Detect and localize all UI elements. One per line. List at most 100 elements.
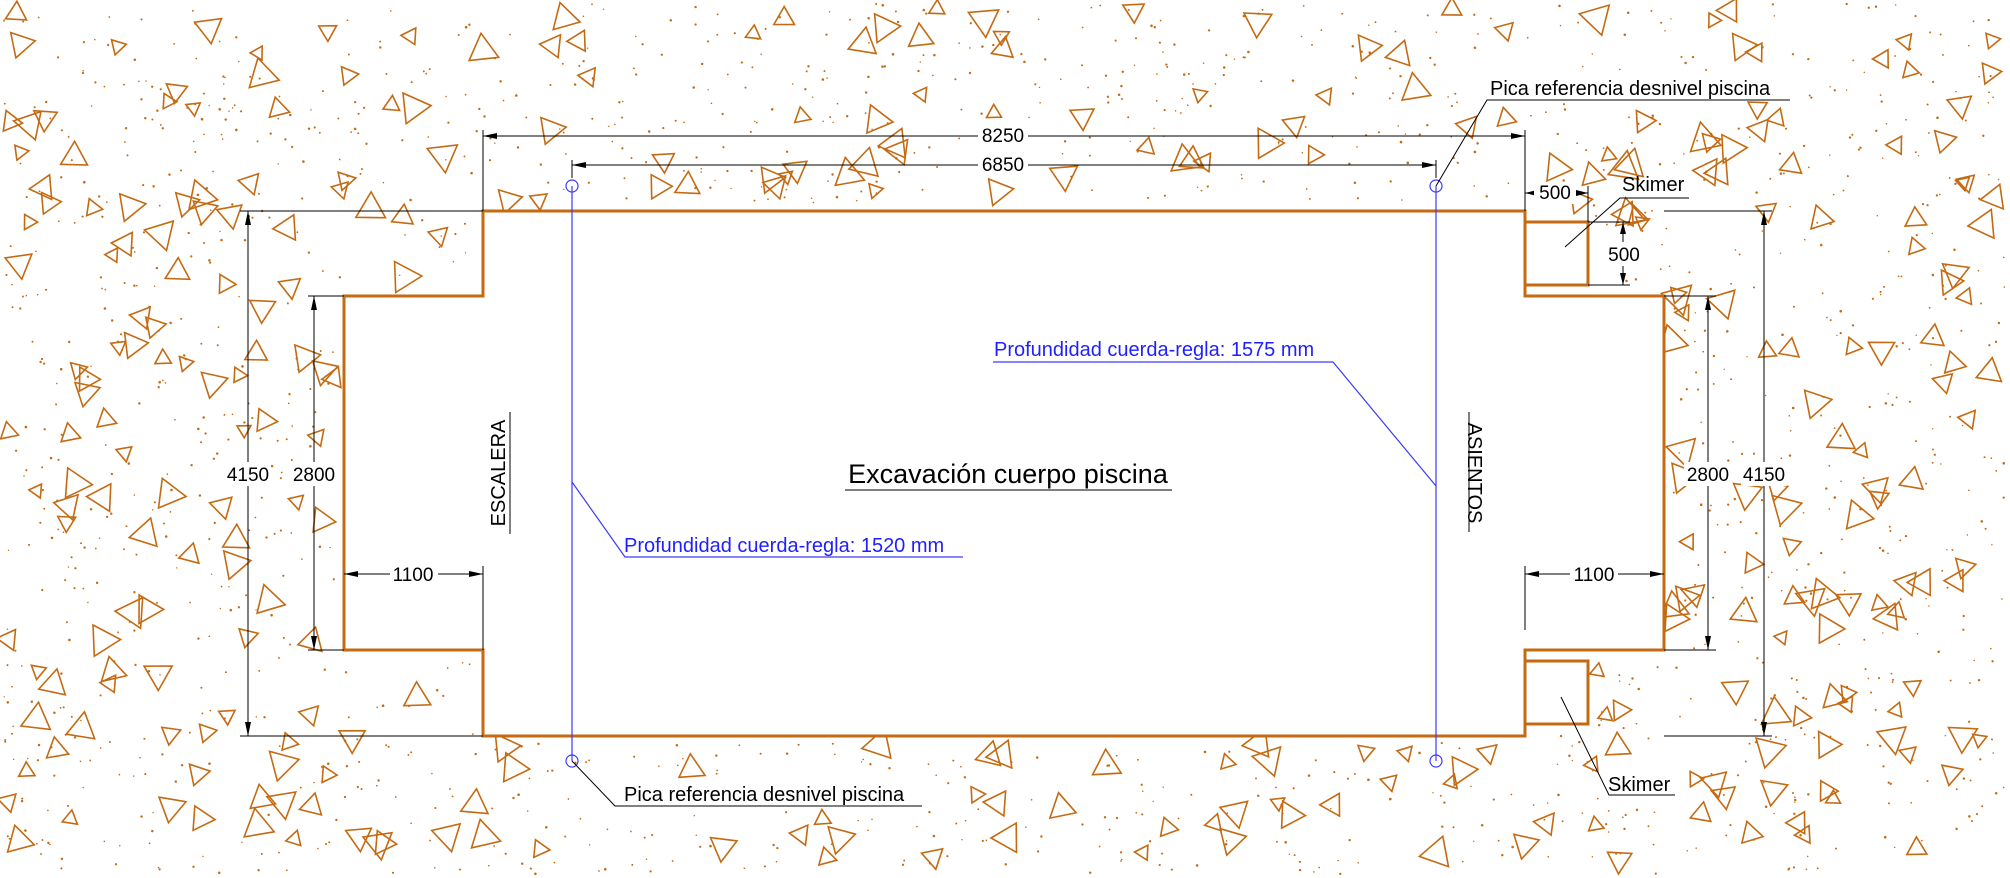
- soil-hatch-dot: [41, 466, 44, 469]
- soil-hatch-dot: [871, 128, 873, 130]
- soil-hatch-dot: [1926, 779, 1929, 783]
- soil-hatch-dot: [1137, 758, 1139, 761]
- soil-hatch-dot: [1443, 801, 1446, 804]
- soil-hatch-dot: [123, 548, 126, 551]
- soil-hatch-dot: [740, 61, 743, 64]
- soil-hatch-dot: [125, 525, 128, 528]
- soil-hatch-dot: [1141, 790, 1144, 793]
- soil-hatch-dot: [1247, 50, 1250, 54]
- soil-hatch-dot: [224, 118, 227, 121]
- soil-hatch-triangle: [271, 213, 297, 242]
- soil-hatch-dot: [25, 196, 28, 199]
- soil-hatch-triangle: [760, 165, 788, 195]
- soil-hatch-dot: [1591, 53, 1594, 55]
- soil-hatch-dot: [197, 637, 200, 640]
- soil-hatch-dot: [1507, 182, 1510, 184]
- soil-hatch-dot: [1562, 179, 1565, 182]
- soil-hatch-triangle: [1728, 595, 1759, 623]
- soil-hatch-dot: [50, 536, 54, 540]
- soil-hatch-triangle: [793, 105, 813, 124]
- soil-hatch-dot: [1910, 801, 1913, 804]
- soil-hatch-dot: [932, 74, 934, 77]
- soil-hatch-dot: [1997, 321, 2001, 325]
- soil-hatch-dot: [755, 121, 758, 124]
- soil-hatch-dot: [251, 216, 254, 219]
- soil-hatch-dot: [700, 62, 704, 66]
- soil-hatch-dot: [464, 252, 467, 254]
- soil-hatch-dot: [1862, 477, 1865, 479]
- soil-hatch-dot: [156, 601, 158, 604]
- soil-hatch-dot: [1233, 58, 1236, 60]
- soil-hatch-triangle: [1905, 567, 1932, 597]
- soil-hatch-dot: [68, 638, 71, 642]
- soil-hatch-dot: [105, 201, 108, 203]
- soil-hatch-dot: [1887, 802, 1890, 805]
- soil-hatch-dot: [1795, 679, 1798, 681]
- soil-hatch-dot: [36, 759, 40, 762]
- soil-hatch-triangle: [985, 102, 1003, 119]
- soil-hatch-dot: [1962, 628, 1965, 631]
- soil-hatch-dot: [669, 19, 673, 22]
- soil-hatch-dot: [33, 106, 36, 109]
- soil-hatch-dot: [118, 773, 121, 776]
- soil-hatch-triangle: [1191, 87, 1210, 105]
- seats-label: ASIENTOS: [1463, 423, 1485, 524]
- soil-hatch-dot: [212, 170, 214, 173]
- soil-hatch-dot: [1729, 824, 1732, 827]
- soil-hatch-dot: [1984, 527, 1987, 530]
- soil-hatch-dot: [1936, 116, 1939, 120]
- soil-hatch-dot: [434, 867, 436, 869]
- soil-hatch-dot: [864, 112, 867, 115]
- soil-hatch-dot: [44, 288, 48, 291]
- soil-hatch-dot: [1563, 108, 1567, 111]
- soil-hatch-dot: [779, 180, 782, 182]
- soil-hatch-dot: [493, 845, 496, 847]
- soil-hatch-dot: [461, 662, 464, 664]
- soil-hatch-dot: [101, 287, 103, 290]
- soil-hatch-triangle: [576, 66, 597, 89]
- soil-hatch-dot: [19, 307, 22, 310]
- soil-hatch-dot: [220, 585, 223, 588]
- soil-hatch-dot: [321, 90, 324, 93]
- soil-hatch-triangle: [144, 316, 168, 340]
- soil-hatch-triangle: [927, 0, 947, 15]
- soil-hatch-dot: [434, 806, 437, 810]
- soil-hatch-dot: [578, 64, 581, 67]
- soil-hatch-triangle: [2, 109, 25, 133]
- soil-hatch-triangle: [69, 361, 90, 382]
- soil-hatch-dot: [933, 53, 936, 57]
- soil-hatch-dot: [123, 281, 126, 285]
- soil-hatch-dot: [1043, 58, 1047, 61]
- soil-hatch-triangle: [37, 667, 67, 696]
- soil-hatch-triangle: [1307, 144, 1326, 166]
- soil-hatch-dot: [168, 173, 171, 176]
- soil-hatch-dot: [251, 417, 254, 420]
- soil-hatch-dot: [258, 77, 261, 80]
- soil-hatch-dot: [710, 102, 713, 105]
- soil-hatch-dot: [631, 863, 634, 866]
- soil-hatch-dot: [36, 842, 38, 845]
- soil-hatch-dot: [133, 251, 136, 253]
- soil-hatch-dot: [1683, 329, 1686, 332]
- soil-hatch-triangle: [813, 807, 833, 826]
- soil-hatch-dot: [142, 184, 145, 187]
- soil-hatch-dot: [509, 33, 511, 36]
- soil-hatch-dot: [313, 781, 315, 784]
- soil-hatch-dot: [662, 127, 665, 130]
- soil-hatch-dot: [1180, 112, 1182, 114]
- soil-hatch-dot: [209, 209, 212, 212]
- soil-hatch-dot: [440, 235, 443, 237]
- soil-hatch-triangle: [1612, 698, 1634, 723]
- soil-hatch-dot: [785, 150, 789, 153]
- soil-hatch-dot: [1727, 459, 1730, 462]
- soil-hatch-dot: [671, 860, 674, 862]
- soil-hatch-dot: [307, 251, 311, 254]
- soil-hatch-dot: [42, 362, 46, 365]
- soil-hatch-dot: [1726, 330, 1729, 333]
- soil-hatch-dot: [1748, 742, 1751, 745]
- soil-hatch-dot: [1802, 144, 1806, 148]
- soil-hatch-dot: [25, 294, 28, 297]
- soil-hatch-triangle: [1688, 800, 1713, 823]
- soil-hatch-dot: [1117, 93, 1121, 96]
- soil-hatch-dot: [1652, 843, 1655, 846]
